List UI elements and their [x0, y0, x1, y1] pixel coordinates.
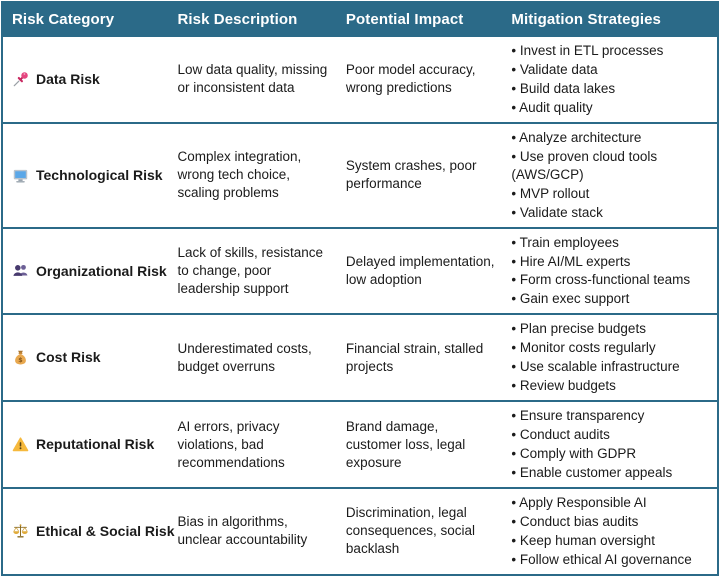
impact-cell: Delayed implementation, low adoption — [345, 254, 495, 287]
table-row-organizational-risk: Organizational Risk Lack of skills, resi… — [2, 227, 718, 315]
mitigation-item: Validate data — [511, 61, 711, 79]
mitigation-item: Apply Responsible AI — [511, 494, 711, 512]
impact-cell: System crashes, poor performance — [345, 158, 477, 192]
header-risk-category: Risk Category — [2, 2, 169, 37]
mitigation-item: Enable customer appeals — [511, 464, 711, 482]
table-row-technological-risk: Technological Risk Complex integration, … — [2, 122, 718, 228]
table-row-reputational-risk: Reputational Risk AI errors, privacy vio… — [2, 401, 718, 488]
description-cell: Underestimated costs, budget overruns — [177, 340, 312, 374]
description-cell: Lack of skills, resistance to change, po… — [177, 245, 324, 296]
mitigation-item: MVP rollout — [511, 185, 711, 203]
mitigation-item: Comply with GDPR — [511, 445, 711, 463]
description-cell: Bias in algorithms, unclear accountabili… — [177, 514, 308, 548]
table-row-data-risk: Data Risk Low data quality, missing or i… — [2, 37, 718, 123]
impact-cell: Discrimination, legal consequences, soci… — [345, 505, 476, 557]
category-label: Cost Risk — [36, 349, 101, 366]
people-icon — [12, 262, 29, 279]
risk-table-graphic: Risk Category Risk Description Potential… — [0, 0, 720, 548]
mitigation-item: Validate stack — [511, 204, 711, 222]
category-label: Ethical & Social Risk — [36, 523, 175, 540]
mitigation-item: Gain exec support — [511, 290, 711, 308]
category-label: Organizational Risk — [36, 262, 167, 279]
mitigation-item: Follow ethical AI governance — [511, 551, 711, 569]
mitigation-list: Invest in ETL processes Validate data Bu… — [511, 42, 711, 117]
mitigation-item: Hire AI/ML experts — [511, 253, 711, 271]
mitigation-item: Form cross-functional teams — [511, 271, 711, 289]
description-cell: Low data quality, missing or inconsisten… — [177, 62, 328, 96]
mitigation-item: Keep human oversight — [511, 532, 711, 550]
category-label: Technological Risk — [36, 166, 163, 183]
mitigation-item: Conduct bias audits — [511, 513, 711, 531]
table-row-ethical-social-risk: Ethical & Social Risk Bias in algorithms… — [2, 488, 718, 575]
mitigation-item: Plan precise budgets — [511, 320, 711, 338]
header-row: Risk Category Risk Description Potential… — [2, 2, 718, 37]
impact-cell: Financial strain, stalled projects — [345, 340, 484, 374]
description-cell: Complex integration, wrong tech choice, … — [177, 149, 302, 201]
mitigation-item: Audit quality — [511, 99, 711, 117]
mitigation-item: Build data lakes — [511, 80, 711, 98]
mitigation-item: Invest in ETL processes — [511, 42, 711, 60]
header-risk-description: Risk Description — [168, 2, 337, 37]
mitigation-list: Apply Responsible AI Conduct bias audits… — [511, 494, 711, 569]
balance-scale-icon — [12, 523, 29, 540]
impact-cell: Poor model accuracy, wrong predictions — [345, 62, 476, 96]
pushpin-icon — [12, 71, 29, 88]
money-bag-icon: $ — [12, 349, 29, 366]
mitigation-item: Monitor costs regularly — [511, 339, 711, 357]
warning-icon — [12, 436, 29, 453]
mitigation-list: Ensure transparency Conduct audits Compl… — [511, 407, 711, 482]
header-potential-impact: Potential Impact — [336, 2, 503, 37]
svg-text:$: $ — [18, 356, 22, 364]
header-mitigation-strategies: Mitigation Strategies — [502, 2, 718, 37]
mitigation-item: Use proven cloud tools (AWS/GCP) — [511, 148, 711, 184]
impact-cell: Brand damage, customer loss, legal expos… — [345, 418, 466, 470]
desktop-computer-icon — [12, 167, 29, 184]
category-label: Data Risk — [36, 71, 100, 88]
mitigation-list: Plan precise budgets Monitor costs regul… — [511, 320, 711, 395]
category-label: Reputational Risk — [36, 436, 155, 453]
mitigation-list: Analyze architecture Use proven cloud to… — [511, 129, 711, 222]
mitigation-item: Use scalable infrastructure — [511, 358, 711, 376]
mitigation-item: Analyze architecture — [511, 129, 711, 147]
table-row-cost-risk: $ Cost Risk Underestimated costs, budget… — [2, 314, 718, 401]
mitigation-list: Train employees Hire AI/ML experts Form … — [511, 234, 711, 309]
mitigation-item: Ensure transparency — [511, 407, 711, 425]
description-cell: AI errors, privacy violations, bad recom… — [177, 418, 285, 470]
mitigation-item: Train employees — [511, 234, 711, 252]
mitigation-item: Review budgets — [511, 377, 711, 395]
mitigation-item: Conduct audits — [511, 426, 711, 444]
